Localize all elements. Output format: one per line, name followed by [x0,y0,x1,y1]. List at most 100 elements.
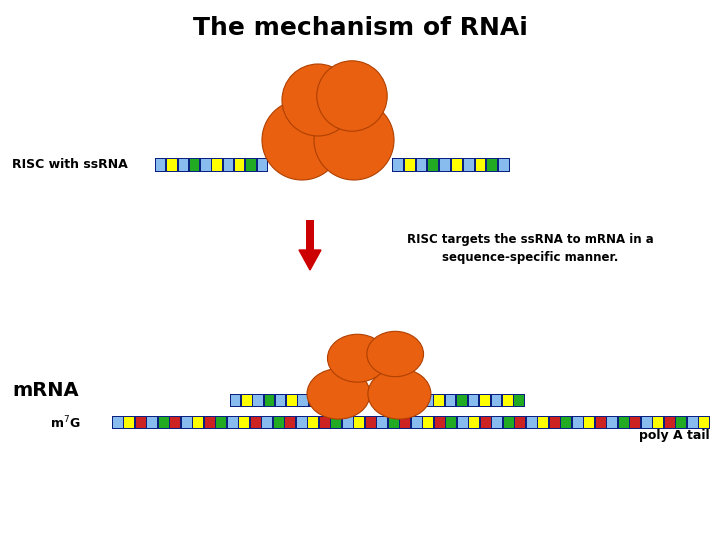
Bar [148,416,157,428]
Bar [516,416,525,428]
Bar [258,159,267,171]
Bar [428,159,438,171]
Bar [619,416,629,428]
Bar [481,416,490,428]
Bar [464,159,474,171]
Circle shape [262,100,342,180]
Bar [504,416,513,428]
Bar [642,416,652,428]
Bar [171,416,180,428]
Circle shape [282,64,354,136]
Bar [366,416,376,428]
Bar [190,159,199,171]
Bar [492,395,501,406]
Text: m$^7$G: m$^7$G [50,415,80,431]
Bar [608,416,617,428]
Bar [539,416,548,428]
Bar [392,158,510,172]
Bar [475,159,485,171]
Bar [297,416,307,428]
Bar [377,416,387,428]
Bar [320,416,330,428]
Bar [354,416,364,428]
Bar [389,416,399,428]
Bar [435,416,444,428]
Bar [265,395,274,406]
Bar [458,416,467,428]
Bar [434,395,444,406]
Bar [393,159,403,171]
Bar [452,159,462,171]
Bar [308,416,318,428]
Bar [422,394,525,407]
Bar [412,416,422,428]
Bar [440,159,450,171]
Bar [676,416,686,428]
Bar [246,159,256,171]
Bar [457,395,467,406]
Bar [573,416,582,428]
Bar [699,416,709,428]
Bar [224,159,233,171]
Bar [417,159,426,171]
Bar [527,416,536,428]
Bar [503,395,513,406]
Bar [306,220,314,250]
Bar [112,415,710,429]
Text: The mechanism of RNAi: The mechanism of RNAi [192,16,528,40]
Bar [550,416,559,428]
Bar [136,416,145,428]
Bar [251,416,261,428]
Bar [446,395,456,406]
Bar [201,159,210,171]
Bar [688,416,698,428]
Polygon shape [299,250,321,270]
Bar [156,159,166,171]
Bar [446,416,456,428]
Bar [212,159,222,171]
Ellipse shape [368,369,431,419]
Bar [310,395,319,406]
Circle shape [317,61,387,131]
Bar [492,416,502,428]
Bar [469,416,479,428]
Bar [423,395,433,406]
Bar [274,416,284,428]
Bar [205,416,215,428]
Bar [182,416,192,428]
Ellipse shape [307,369,370,419]
Bar [596,416,606,428]
Bar [242,395,251,406]
Bar [285,416,295,428]
Text: RISC targets the ssRNA to mRNA in a: RISC targets the ssRNA to mRNA in a [407,233,653,246]
Text: mRNA: mRNA [12,381,78,400]
Bar [194,416,203,428]
Bar [487,159,498,171]
Bar [400,416,410,428]
Bar [159,416,168,428]
Circle shape [314,100,394,180]
Ellipse shape [328,334,387,382]
Bar [405,159,415,171]
Bar [331,416,341,428]
Bar [228,416,238,428]
Text: RISC with ssRNA: RISC with ssRNA [12,159,127,172]
Bar [343,416,353,428]
Bar [499,159,509,171]
Text: sequence-specific manner.: sequence-specific manner. [442,251,618,264]
Bar [298,395,308,406]
Bar [155,158,268,172]
Bar [217,416,226,428]
Bar [179,159,188,171]
Bar [253,395,263,406]
Bar [230,394,320,407]
Bar [240,416,249,428]
Bar [113,416,122,428]
Bar [167,159,176,171]
Bar [585,416,594,428]
Bar [515,395,524,406]
Bar [231,395,240,406]
Bar [631,416,640,428]
Bar [262,416,272,428]
Ellipse shape [367,332,423,377]
